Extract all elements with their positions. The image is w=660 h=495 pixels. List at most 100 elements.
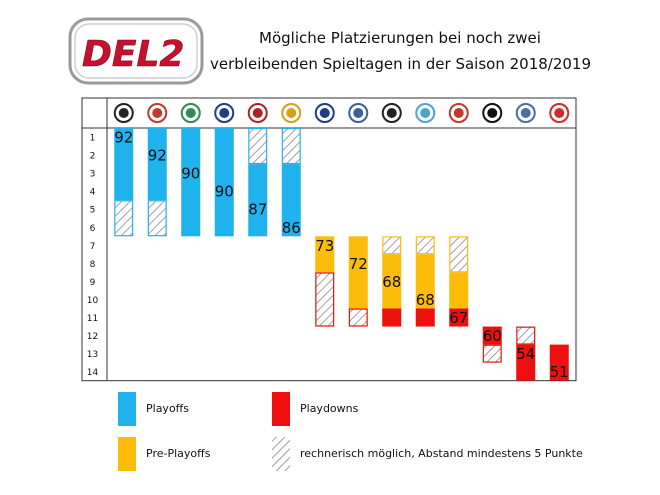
team-logo-11-core xyxy=(453,108,464,118)
y-tick-label: 8 xyxy=(90,260,96,270)
team-logo-6 xyxy=(281,103,302,123)
team-logo-8-core xyxy=(353,108,364,118)
team-logo-8 xyxy=(348,103,369,123)
value-label: 51 xyxy=(550,363,569,381)
bar-hatch-segment xyxy=(114,200,134,237)
bar-hatch-segment xyxy=(415,236,435,255)
bar-segment-pre-playoffs xyxy=(315,236,335,273)
bar-segment-playoffs xyxy=(248,164,268,237)
team-logo-9-core xyxy=(386,108,397,118)
chart-title-line-2: verbleibenden Spieltagen in der Saison 2… xyxy=(210,55,592,73)
team-logo-10-core xyxy=(420,108,431,118)
team-logo-12 xyxy=(482,103,503,123)
bar-hatch-segment xyxy=(147,200,167,237)
y-tick-label: 12 xyxy=(87,332,98,342)
bar-segment-playdowns xyxy=(449,308,469,327)
legend-label-hatch: rechnerisch möglich, Abstand mindestens … xyxy=(300,447,583,460)
bar-segment-playdowns xyxy=(482,326,502,345)
bar-hatch-segment xyxy=(315,272,335,327)
value-label: 92 xyxy=(148,147,167,165)
legend-swatch-pre-playoffs xyxy=(118,437,136,471)
legend-swatch-hatch xyxy=(272,437,290,471)
chart-title-line-1: Mögliche Platzierungen bei noch zwei xyxy=(259,29,541,47)
bar-segment-playoffs xyxy=(281,164,301,237)
del2-logo: DEL2 xyxy=(68,17,204,85)
team-logo-10 xyxy=(415,103,436,123)
team-logo-4 xyxy=(214,103,235,123)
legend: Playoffs Playdowns Pre-Playoffs rechnerisch… xyxy=(118,392,583,471)
bar-hatch-segment xyxy=(449,236,469,273)
team-logo-3 xyxy=(180,103,201,123)
y-tick-label: 14 xyxy=(87,368,99,378)
team-logo-9 xyxy=(381,103,402,123)
y-tick-label: 6 xyxy=(90,224,96,234)
value-label: 54 xyxy=(516,345,535,363)
team-logo-5-core xyxy=(252,108,263,118)
legend-swatch-playdowns xyxy=(272,392,290,426)
team-logo-14-core xyxy=(554,108,565,118)
bar-segment-playoffs xyxy=(147,128,167,201)
bar-hatch-segment xyxy=(348,308,368,327)
y-tick-label: 5 xyxy=(90,206,96,216)
bar-segment-playoffs xyxy=(114,128,134,201)
value-label: 86 xyxy=(282,219,301,237)
team-logos xyxy=(113,103,570,123)
team-logo-11 xyxy=(448,103,469,123)
value-label: 68 xyxy=(416,291,435,309)
team-logo-5 xyxy=(247,103,268,123)
y-tick-label: 13 xyxy=(87,350,98,360)
bar-segment-playdowns xyxy=(415,308,435,327)
team-logo-2-core xyxy=(152,108,163,118)
bar-hatch-segment xyxy=(281,128,301,165)
legend-swatch-playoffs xyxy=(118,392,136,426)
value-label: 60 xyxy=(483,327,502,345)
legend-label-playoffs: Playoffs xyxy=(146,402,189,415)
team-logo-12-core xyxy=(487,108,498,118)
team-logo-1 xyxy=(113,103,134,123)
value-label: 92 xyxy=(114,129,133,147)
team-logo-13 xyxy=(515,103,536,123)
team-logo-4-core xyxy=(219,108,230,118)
bar-segment-pre-playoffs xyxy=(348,236,368,309)
value-label: 68 xyxy=(382,273,401,291)
y-tick-label: 7 xyxy=(90,242,96,252)
y-tick-label: 11 xyxy=(87,314,98,324)
legend-label-pre-playoffs: Pre-Playoffs xyxy=(146,447,211,460)
team-logo-7-core xyxy=(319,108,330,118)
value-label: 90 xyxy=(215,183,234,201)
team-logo-14 xyxy=(549,103,570,123)
bar-hatch-segment xyxy=(516,326,536,345)
bar-hatch-segment xyxy=(482,344,502,363)
legend-label-playdowns: Playdowns xyxy=(300,402,359,415)
value-label: 90 xyxy=(181,165,200,183)
chart-frame xyxy=(81,97,577,382)
bar-segment-playoffs xyxy=(181,128,201,237)
bar-segment-pre-playoffs xyxy=(415,254,435,309)
bar-hatch-segment xyxy=(382,236,402,255)
team-logo-2 xyxy=(147,103,168,123)
y-tick-label: 3 xyxy=(90,170,96,180)
team-logo-6-core xyxy=(286,108,297,118)
del2-logo-text: DEL2 xyxy=(82,34,184,75)
chart-value-labels: 92 92 90 90 87 86 73 72 68 68 67 60 54 51 xyxy=(114,129,569,382)
y-tick-label: 2 xyxy=(90,152,96,162)
team-logo-1-core xyxy=(118,108,129,118)
value-label: 87 xyxy=(248,201,267,219)
chart-bars xyxy=(114,128,569,381)
value-label: 73 xyxy=(315,237,334,255)
bar-segment-playdowns xyxy=(549,344,569,381)
bar-segment-pre-playoffs xyxy=(449,272,469,309)
bar-segment-playoffs xyxy=(214,128,234,237)
y-tick-label: 4 xyxy=(90,188,96,198)
bar-hatch-segment xyxy=(248,128,268,165)
value-label: 72 xyxy=(349,255,368,273)
bar-segment-playdowns xyxy=(516,344,536,381)
y-tick-label: 9 xyxy=(90,278,96,288)
team-logo-7 xyxy=(314,103,335,123)
team-logo-13-core xyxy=(520,108,531,118)
y-tick-label: 10 xyxy=(87,296,99,306)
bar-segment-pre-playoffs xyxy=(382,254,402,309)
bar-segment-playdowns xyxy=(382,308,402,327)
